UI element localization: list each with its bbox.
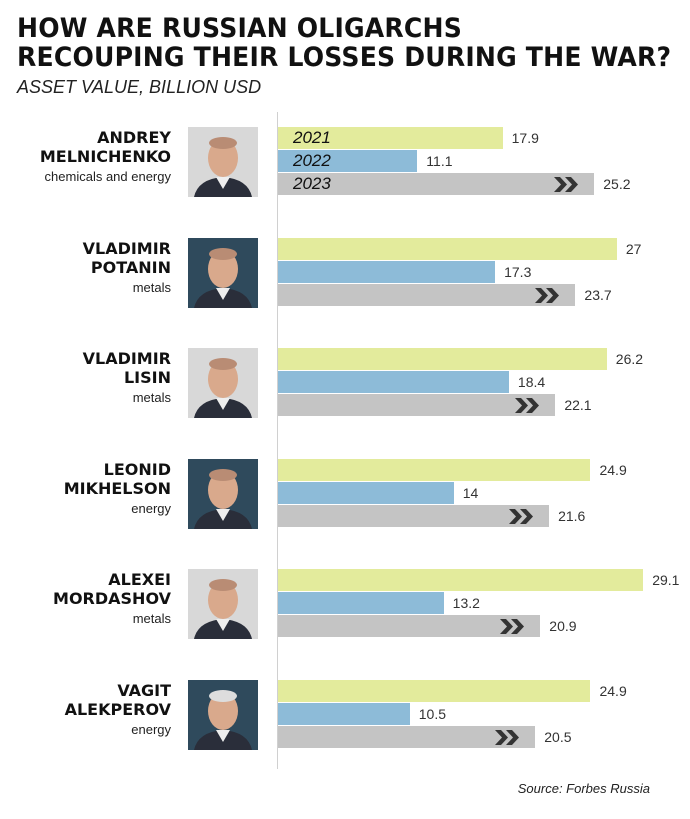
value-label: 20.9 bbox=[549, 618, 577, 635]
bar-2022: 2022 bbox=[278, 150, 418, 172]
bar-2021 bbox=[278, 680, 591, 702]
first-name: LEONID bbox=[103, 459, 171, 479]
bar-2022 bbox=[278, 371, 509, 394]
bar-2023 bbox=[278, 615, 541, 639]
first-name: ANDREY bbox=[97, 128, 171, 147]
oligarch-name: VLADIMIR LISIN metals bbox=[83, 349, 171, 407]
bar-2021 bbox=[278, 348, 607, 371]
value-label: 18.4 bbox=[517, 374, 546, 391]
legend-label-2023: 2023 bbox=[293, 174, 331, 193]
last-name: LISIN bbox=[123, 368, 171, 388]
bar-2022 bbox=[278, 481, 454, 504]
legend-label-2022: 2022 bbox=[293, 151, 331, 170]
oligarch-photo bbox=[188, 569, 258, 640]
value-label: 25.2 bbox=[603, 176, 631, 192]
bar-2023 bbox=[278, 394, 556, 418]
value-label: 10.5 bbox=[418, 706, 447, 722]
sector-label: chemicals and energy bbox=[44, 169, 171, 184]
axis-line bbox=[277, 112, 278, 769]
legend-label-2021: 2021 bbox=[293, 128, 331, 147]
last-name: MELNICHENKO bbox=[39, 147, 171, 166]
bar-2022 bbox=[278, 703, 410, 725]
sector-label: metals bbox=[132, 611, 171, 627]
bar-2022 bbox=[278, 592, 444, 615]
bar-2021: 2021 bbox=[278, 127, 503, 149]
value-label: 14 bbox=[462, 484, 479, 501]
value-label: 13.2 bbox=[452, 595, 480, 612]
value-label: 17.3 bbox=[504, 263, 532, 280]
oligarch-photo bbox=[188, 458, 258, 529]
double-chevron-icon bbox=[535, 287, 561, 308]
sector-label: metals bbox=[132, 279, 171, 295]
sector-label: energy bbox=[131, 500, 171, 516]
last-name: ALEKPEROV bbox=[64, 700, 171, 719]
last-name: MORDASHOV bbox=[53, 589, 171, 609]
first-name: ALEXEI bbox=[108, 570, 171, 590]
value-label: 11.1 bbox=[426, 153, 453, 169]
value-label: 26.2 bbox=[615, 351, 644, 368]
value-label: 24.9 bbox=[599, 461, 627, 478]
bar-2023 bbox=[278, 283, 576, 308]
first-name: VLADIMIR bbox=[82, 349, 171, 369]
last-name: MIKHELSON bbox=[63, 478, 171, 498]
value-label: 29.1 bbox=[652, 572, 680, 589]
source-note: Source: Forbes Russia bbox=[517, 781, 650, 796]
double-chevron-icon bbox=[515, 398, 541, 418]
double-chevron-icon bbox=[509, 508, 535, 529]
double-chevron-icon bbox=[500, 619, 526, 639]
oligarch-photo bbox=[188, 348, 258, 419]
bar-2021 bbox=[278, 458, 591, 481]
value-label: 24.9 bbox=[599, 683, 627, 699]
chart-title: HOW ARE RUSSIAN OLIGARCHS RECOUPING THEI… bbox=[17, 14, 671, 72]
value-label: 17.9 bbox=[511, 130, 539, 146]
first-name: VLADIMIR bbox=[82, 238, 171, 258]
oligarch-photo bbox=[188, 680, 258, 750]
double-chevron-icon bbox=[495, 730, 521, 750]
chart-subtitle: ASSET VALUE, BILLION USD bbox=[17, 77, 262, 97]
oligarch-photo bbox=[188, 237, 258, 308]
oligarch-name: ALEXEI MORDASHOV metals bbox=[53, 570, 171, 628]
bar-2021 bbox=[278, 237, 617, 260]
value-label: 21.6 bbox=[558, 507, 586, 524]
oligarch-name: ANDREY MELNICHENKO chemicals and energy bbox=[40, 128, 171, 186]
last-name: POTANIN bbox=[90, 257, 171, 277]
bar-2021 bbox=[278, 569, 644, 592]
first-name: VAGIT bbox=[117, 681, 171, 700]
title-line-2: RECOUPING THEIR LOSSES DURING THE WAR? bbox=[17, 42, 672, 73]
value-label: 23.7 bbox=[584, 286, 612, 303]
value-label: 27 bbox=[625, 240, 642, 257]
value-label: 20.5 bbox=[544, 729, 572, 745]
oligarch-photo bbox=[188, 127, 258, 197]
value-label: 22.1 bbox=[564, 397, 592, 414]
oligarch-name: VAGIT ALEKPEROV energy bbox=[65, 681, 171, 739]
bar-2023: 2023 bbox=[278, 173, 595, 197]
title-line-1: HOW ARE RUSSIAN OLIGARCHS bbox=[17, 13, 463, 44]
sector-label: energy bbox=[131, 722, 171, 737]
bar-2023 bbox=[278, 726, 536, 750]
oligarch-name: VLADIMIR POTANIN metals bbox=[83, 239, 171, 297]
bar-2023 bbox=[278, 504, 550, 529]
double-chevron-icon bbox=[554, 177, 580, 197]
sector-label: metals bbox=[132, 390, 171, 406]
bar-2022 bbox=[278, 260, 496, 283]
oligarch-name: LEONID MIKHELSON energy bbox=[64, 460, 171, 518]
